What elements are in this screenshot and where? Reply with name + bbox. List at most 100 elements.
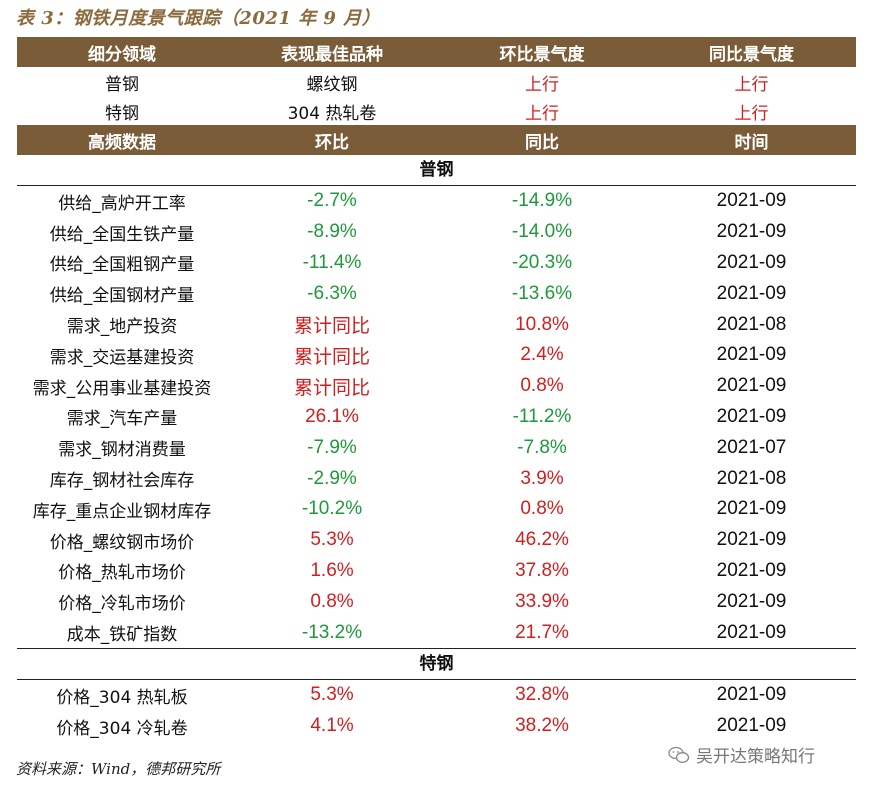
yoy-value: -13.6% xyxy=(511,282,573,304)
indicator-label: 价格_304 冷轧卷 xyxy=(56,718,188,739)
table-row: 价格_螺纹钢市场价 5.3% 46.2% 2021-09 xyxy=(17,525,856,556)
header-data: 高频数据 xyxy=(88,132,156,153)
time-value: 2021-07 xyxy=(716,436,787,458)
mom-value: 5.3% xyxy=(310,529,354,551)
table-row: 需求_地产投资 累计同比 10.8% 2021-08 xyxy=(17,309,856,340)
yoy-value: 10.8% xyxy=(515,313,569,335)
source-note: 资料来源：Wind，德邦研究所 xyxy=(16,760,221,778)
summary-row: 普钢 螺纹钢 上行 上行 xyxy=(17,67,856,97)
time-value: 2021-09 xyxy=(716,344,787,366)
mom-value: -13.2% xyxy=(301,621,363,643)
time-value: 2021-09 xyxy=(716,559,787,581)
yoy-value: 2.4% xyxy=(520,344,564,366)
indicator-label: 价格_热轧市场价 xyxy=(58,563,186,584)
mom-value: 26.1% xyxy=(305,405,359,427)
summary-header: 细分领域 表现最佳品种 环比景气度 同比景气度 xyxy=(17,37,856,67)
wechat-icon xyxy=(668,746,690,763)
indicator-label: 需求_交运基建投资 xyxy=(49,347,195,368)
table-title: 表 3：钢铁月度景气跟踪（2021 年 9 月） xyxy=(16,8,381,29)
yoy-value: 37.8% xyxy=(515,559,569,581)
mom-value: 5.3% xyxy=(310,684,354,706)
table-row: 需求_公用事业基建投资 累计同比 0.8% 2021-09 xyxy=(17,371,856,402)
time-value: 2021-09 xyxy=(716,621,787,643)
indicator-label: 成本_铁矿指数 xyxy=(66,625,178,646)
yoy-value: 38.2% xyxy=(515,715,569,737)
yoy-value: 0.8% xyxy=(520,375,564,397)
indicator-label: 库存_钢材社会库存 xyxy=(49,471,195,492)
time-value: 2021-08 xyxy=(716,313,787,335)
indicator-label: 供给_全国生铁产量 xyxy=(49,224,195,245)
yoy-value: 3.9% xyxy=(520,467,564,489)
segment-cell: 普钢 xyxy=(105,74,139,95)
pugang-rows: 供给_高炉开工率 -2.7% -14.9% 2021-09 供给_全国生铁产量 -8.9%… xyxy=(17,186,856,648)
table-row: 需求_钢材消费量 -7.9% -7.8% 2021-07 xyxy=(17,432,856,463)
indicator-label: 价格_螺纹钢市场价 xyxy=(49,532,195,553)
yoy-value: 0.8% xyxy=(520,498,564,520)
table-row: 供给_全国生铁产量 -8.9% -14.0% 2021-09 xyxy=(17,217,856,248)
indicator-label: 供给_全国粗钢产量 xyxy=(49,255,195,276)
table-row: 供给_全国粗钢产量 -11.4% -20.3% 2021-09 xyxy=(17,248,856,279)
mom-value: -2.7% xyxy=(307,190,357,212)
best-cell: 螺纹钢 xyxy=(306,74,358,95)
header-segment: 细分领域 xyxy=(88,44,156,65)
mom-value: -2.9% xyxy=(307,467,357,489)
yoy-value: -14.0% xyxy=(511,221,573,243)
table-row: 供给_全国钢材产量 -6.3% -13.6% 2021-09 xyxy=(17,278,856,309)
watermark: 吴开达策略知行 xyxy=(668,742,815,767)
indicator-label: 供给_全国钢材产量 xyxy=(49,286,195,307)
mom-value: -6.3% xyxy=(307,282,357,304)
mom-value: -10.2% xyxy=(301,498,363,520)
yoy-value: -7.8% xyxy=(517,436,567,458)
time-value: 2021-09 xyxy=(716,590,787,612)
data-header: 高频数据 环比 同比 时间 xyxy=(17,125,856,155)
indicator-label: 供给_高炉开工率 xyxy=(58,193,186,214)
summary-row: 特钢 304 热轧卷 上行 上行 xyxy=(17,97,856,125)
indicator-label: 价格_304 热轧板 xyxy=(56,687,188,708)
header-best: 表现最佳品种 xyxy=(281,44,383,65)
table-row: 需求_交运基建投资 累计同比 2.4% 2021-09 xyxy=(17,340,856,371)
mom-value: -7.9% xyxy=(307,436,357,458)
time-value: 2021-09 xyxy=(716,405,787,427)
mom-value: 累计同比 xyxy=(293,346,370,368)
yoy-cell: 上行 xyxy=(734,74,769,95)
yoy-value: 46.2% xyxy=(515,529,569,551)
indicator-label: 库存_重点企业钢材库存 xyxy=(32,501,212,522)
table-row: 需求_汽车产量 26.1% -11.2% 2021-09 xyxy=(17,402,856,433)
time-value: 2021-09 xyxy=(716,282,787,304)
mom-value: 1.6% xyxy=(310,559,354,581)
mom-value: 4.1% xyxy=(310,715,354,737)
time-value: 2021-09 xyxy=(716,684,787,706)
watermark-text: 吴开达策略知行 xyxy=(696,747,815,767)
indicator-label: 需求_公用事业基建投资 xyxy=(32,378,212,399)
time-value: 2021-09 xyxy=(716,221,787,243)
header-time: 时间 xyxy=(734,132,769,153)
tegang-rows: 价格_304 热轧板 5.3% 32.8% 2021-09 价格_304 冷轧卷 4.1%… xyxy=(17,680,856,742)
best-cell: 304 热轧卷 xyxy=(287,103,377,124)
mom-value: 0.8% xyxy=(310,590,354,612)
yoy-value: -11.2% xyxy=(512,405,572,427)
time-value: 2021-09 xyxy=(716,498,787,520)
table-row: 库存_钢材社会库存 -2.9% 3.9% 2021-08 xyxy=(17,463,856,494)
time-value: 2021-09 xyxy=(716,529,787,551)
table-row: 库存_重点企业钢材库存 -10.2% 0.8% 2021-09 xyxy=(17,494,856,525)
indicator-label: 价格_冷轧市场价 xyxy=(58,594,186,615)
table-row: 成本_铁矿指数 -13.2% 21.7% 2021-09 xyxy=(17,617,856,648)
table-row: 价格_304 热轧板 5.3% 32.8% 2021-09 xyxy=(17,680,856,711)
time-value: 2021-09 xyxy=(716,375,787,397)
table-row: 价格_304 冷轧卷 4.1% 38.2% 2021-09 xyxy=(17,711,856,742)
table-row: 价格_冷轧市场价 0.8% 33.9% 2021-09 xyxy=(17,586,856,617)
segment-cell: 特钢 xyxy=(105,103,139,124)
mom-cell: 上行 xyxy=(525,74,559,95)
time-value: 2021-09 xyxy=(716,715,787,737)
indicator-label: 需求_汽车产量 xyxy=(66,409,178,430)
mom-value: -8.9% xyxy=(307,221,357,243)
mom-cell: 上行 xyxy=(525,103,559,124)
indicator-label: 需求_地产投资 xyxy=(66,317,178,338)
data-table: 细分领域 表现最佳品种 环比景气度 同比景气度 普钢 螺纹钢 上行 上行 特钢 … xyxy=(17,37,856,742)
time-value: 2021-09 xyxy=(716,190,787,212)
mom-value: -11.4% xyxy=(302,251,362,273)
yoy-cell: 上行 xyxy=(734,103,769,124)
time-value: 2021-08 xyxy=(716,467,787,489)
mom-value: 累计同比 xyxy=(293,377,370,399)
header-yoy2: 同比 xyxy=(525,132,559,153)
